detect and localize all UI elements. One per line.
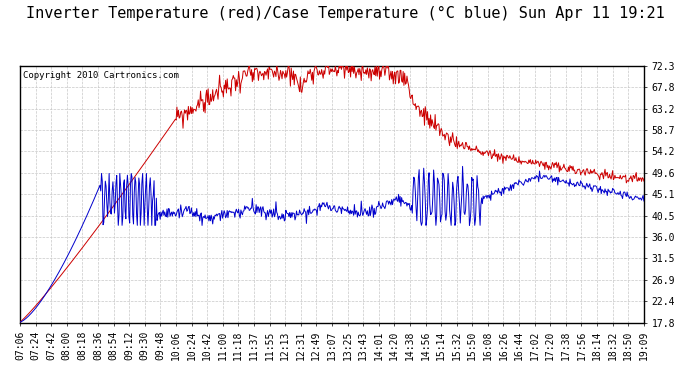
Text: Inverter Temperature (red)/Case Temperature (°C blue) Sun Apr 11 19:21: Inverter Temperature (red)/Case Temperat… bbox=[26, 6, 664, 21]
Text: Copyright 2010 Cartronics.com: Copyright 2010 Cartronics.com bbox=[23, 71, 179, 80]
